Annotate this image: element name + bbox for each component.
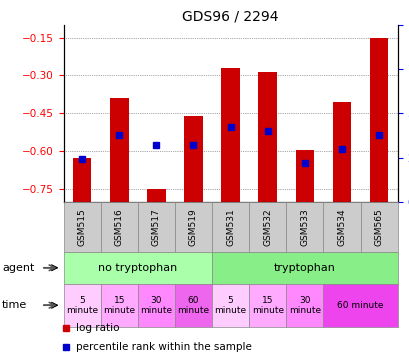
Bar — [110, 98, 128, 202]
Bar — [73, 157, 91, 202]
Bar — [184, 116, 202, 202]
Bar — [221, 68, 239, 202]
Text: GSM565: GSM565 — [374, 208, 383, 246]
Bar — [101, 202, 137, 252]
Text: agent: agent — [2, 263, 34, 273]
Text: no tryptophan: no tryptophan — [98, 263, 177, 273]
Text: 60
minute: 60 minute — [177, 296, 209, 315]
Text: GSM532: GSM532 — [263, 208, 272, 246]
Bar — [249, 202, 285, 252]
Bar — [63, 202, 101, 252]
Bar — [175, 202, 211, 252]
Text: 5
minute: 5 minute — [66, 296, 98, 315]
Text: 30
minute: 30 minute — [140, 296, 172, 315]
Bar — [323, 202, 360, 252]
Text: tryptophan: tryptophan — [273, 263, 335, 273]
Text: percentile rank within the sample: percentile rank within the sample — [76, 342, 251, 352]
Bar — [285, 284, 323, 327]
Bar — [175, 284, 211, 327]
Bar — [258, 72, 276, 202]
Text: GSM534: GSM534 — [337, 208, 346, 246]
Text: log ratio: log ratio — [76, 323, 119, 333]
Bar — [137, 202, 175, 252]
Bar — [63, 252, 211, 284]
Text: 5
minute: 5 minute — [214, 296, 246, 315]
Text: time: time — [2, 300, 27, 310]
Text: GSM516: GSM516 — [115, 208, 124, 246]
Text: GSM517: GSM517 — [151, 208, 160, 246]
Title: GDS96 / 2294: GDS96 / 2294 — [182, 10, 278, 24]
Bar — [369, 37, 387, 202]
Bar — [249, 284, 285, 327]
Bar — [360, 202, 397, 252]
Text: 60 minute: 60 minute — [337, 301, 383, 310]
Text: 15
minute: 15 minute — [251, 296, 283, 315]
Bar — [211, 202, 249, 252]
Bar — [211, 284, 249, 327]
Bar — [295, 150, 313, 202]
Bar — [285, 202, 323, 252]
Text: 15
minute: 15 minute — [103, 296, 135, 315]
Text: 30
minute: 30 minute — [288, 296, 320, 315]
Bar — [101, 284, 137, 327]
Bar — [323, 284, 397, 327]
Bar — [332, 102, 351, 202]
Bar — [63, 284, 101, 327]
Bar — [147, 189, 165, 202]
Bar — [137, 284, 175, 327]
Bar — [211, 252, 397, 284]
Text: GSM531: GSM531 — [226, 208, 234, 246]
Text: GSM515: GSM515 — [77, 208, 86, 246]
Text: GSM519: GSM519 — [189, 208, 198, 246]
Text: GSM533: GSM533 — [300, 208, 309, 246]
